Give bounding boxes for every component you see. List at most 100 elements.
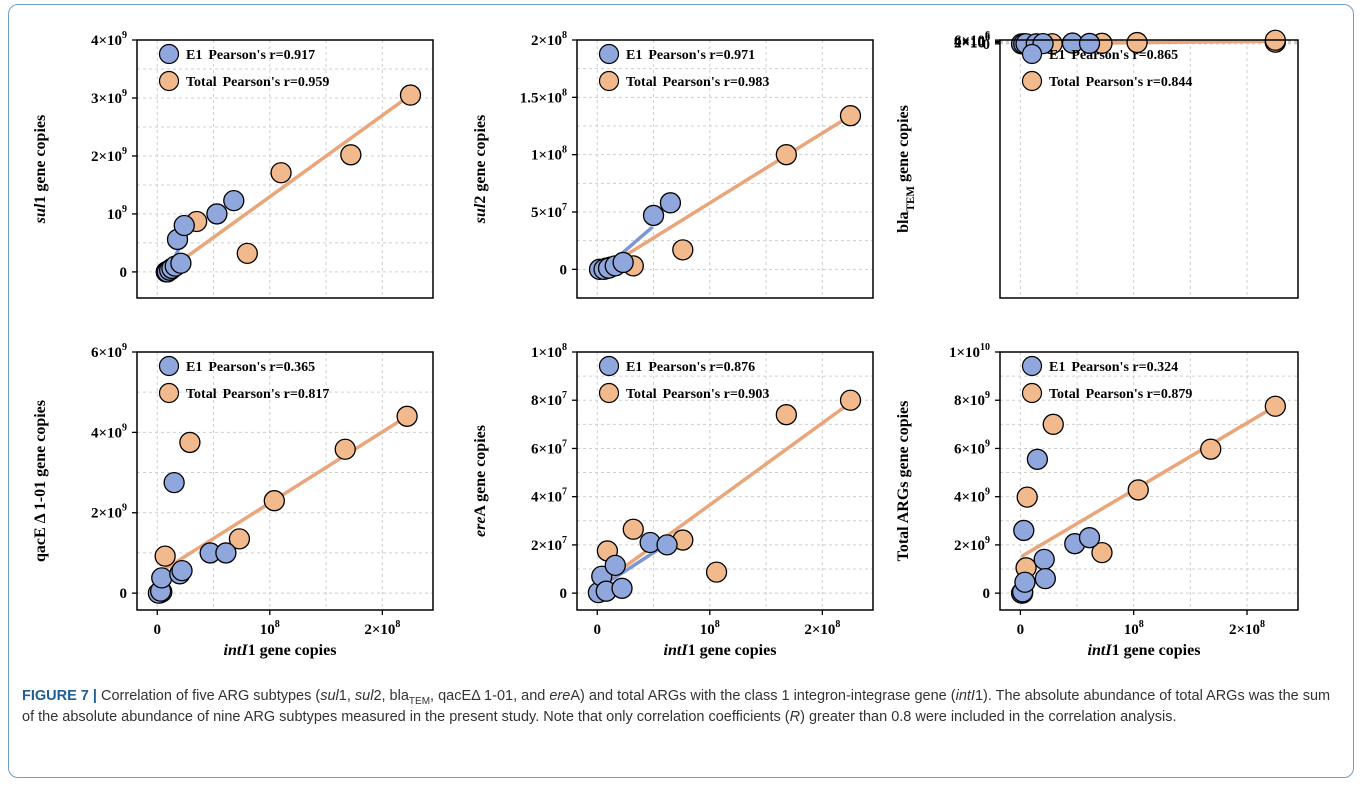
y-tick-label: 0: [560, 262, 568, 278]
tick-mantissa: 2×10: [531, 33, 562, 49]
tick-exponent: 8: [562, 342, 567, 353]
tick-mantissa: 0: [983, 586, 991, 602]
tick-mantissa: 6×10: [954, 33, 985, 49]
data-point-e1: [1026, 448, 1049, 470]
plot-frame: [576, 39, 874, 299]
tick-mantissa: 10: [700, 622, 715, 638]
plot-frame: [999, 39, 1299, 299]
y-tick-label: 8×109: [954, 390, 990, 409]
y-tick-label: 2×109: [954, 535, 990, 554]
y-axis-label: blaTEM gene copies: [895, 105, 917, 233]
tick-exponent: 9: [122, 342, 127, 353]
tick-exponent: 9: [122, 146, 127, 157]
label-segment: intI: [664, 642, 689, 659]
data-point-total: [839, 389, 862, 411]
data-point-e1: [604, 554, 626, 577]
label-segment: A gene copies: [472, 425, 489, 517]
x-tick-label: 0: [154, 622, 162, 638]
caption-segment: 1,: [338, 688, 355, 704]
x-axis-label: intI1 gene copies: [1088, 642, 1201, 659]
data-point-total: [672, 239, 694, 261]
data-point-e1: [151, 567, 173, 589]
tick-exponent: 9: [985, 390, 990, 401]
tick-mantissa: 8×10: [954, 393, 985, 409]
x-axis-label: intI1 gene copies: [224, 642, 337, 659]
y-tick-label: 4×109: [91, 30, 127, 49]
tick-exponent: 8: [395, 619, 400, 630]
legend-marker-total: [598, 382, 620, 404]
tick-mantissa: 0: [120, 265, 128, 281]
x-tick-label: 0: [594, 622, 602, 638]
tick-mantissa: 4×10: [91, 425, 122, 441]
tick-mantissa: 1×10: [531, 345, 562, 361]
data-point-total: [622, 518, 644, 540]
legend-series-stat: Pearson's r=0.971: [648, 48, 755, 63]
tick-mantissa: 0: [983, 37, 991, 53]
data-point-e1: [611, 577, 633, 599]
legend-entry: E1 Pearson's r=0.917: [186, 48, 315, 63]
tick-mantissa: 4×10: [531, 490, 562, 506]
tick-mantissa: 2×10: [531, 538, 562, 554]
tick-mantissa: 2×10: [91, 506, 122, 522]
tick-mantissa: 6×10: [531, 441, 562, 457]
tick-mantissa: 2×10: [91, 149, 122, 165]
data-point-total: [270, 162, 292, 184]
caption-segment: 1). The absolute abundance of total ARGs…: [22, 688, 1331, 725]
tick-mantissa: 2×10: [364, 622, 395, 638]
tick-mantissa: 0: [154, 622, 162, 638]
caption-label: FIGURE 7 |: [22, 688, 97, 704]
data-point-total: [705, 561, 728, 583]
y-tick-label: 4×106: [954, 31, 990, 50]
legend-series-stat: Pearson's r=0.876: [648, 360, 755, 375]
tick-exponent: 6: [985, 33, 990, 44]
data-point-e1: [215, 542, 237, 564]
y-tick-label: 5×107: [531, 202, 567, 221]
tick-exponent: 9: [122, 422, 127, 433]
legend-marker-total: [158, 70, 180, 92]
legend-marker-e1: [598, 355, 620, 377]
tick-mantissa: 4×10: [954, 490, 985, 506]
legend-series-stat: Pearson's r=0.365: [208, 360, 315, 375]
tick-mantissa: 4×10: [954, 34, 985, 50]
label-segment: Total ARGs gene copies: [895, 401, 912, 562]
legend-series-name: Total: [1049, 75, 1080, 90]
legend-marker-total: [598, 70, 620, 92]
tick-exponent: 8: [562, 87, 567, 98]
caption-segment: intI: [955, 688, 975, 704]
data-point-total: [228, 528, 251, 550]
tick-mantissa: 6×10: [91, 345, 122, 361]
tick-exponent: 6: [985, 31, 990, 42]
data-point-e1: [656, 534, 678, 556]
tick-exponent: 8: [1139, 619, 1144, 630]
tick-mantissa: 2×10: [954, 538, 985, 554]
caption-segment: ere: [549, 688, 571, 704]
x-tick-label: 2×108: [804, 619, 840, 638]
legend-entry: E1 Pearson's r=0.365: [186, 360, 315, 375]
plot-frame: [136, 39, 434, 299]
data-point-e1: [1034, 568, 1056, 590]
legend-series-stat: Pearson's r=0.903: [663, 387, 770, 402]
label-segment: intI: [224, 642, 249, 659]
y-tick-label: 2×109: [91, 503, 127, 522]
tick-exponent: 9: [985, 438, 990, 449]
y-tick-label: 4×107: [531, 487, 567, 506]
legend-marker-total: [1021, 382, 1043, 404]
data-point-total: [1200, 438, 1222, 460]
legend-entry: Total Pearson's r=0.903: [626, 387, 769, 402]
label-segment: qacE Δ 1-01 gene copies: [32, 400, 49, 562]
label-segment: intI: [1088, 642, 1113, 659]
legend-series-stat: Pearson's r=0.844: [1086, 75, 1193, 90]
data-point-total: [179, 431, 201, 454]
fit-line-total: [165, 93, 413, 273]
legend-series-stat: Pearson's r=0.865: [1071, 48, 1178, 63]
y-tick-label: 0: [983, 37, 991, 53]
y-tick-label: 2×109: [91, 146, 127, 165]
legend-series-stat: Pearson's r=0.959: [223, 75, 330, 90]
legend-series-name: E1: [186, 48, 202, 63]
data-point-e1: [170, 252, 192, 274]
data-point-e1: [612, 251, 634, 274]
